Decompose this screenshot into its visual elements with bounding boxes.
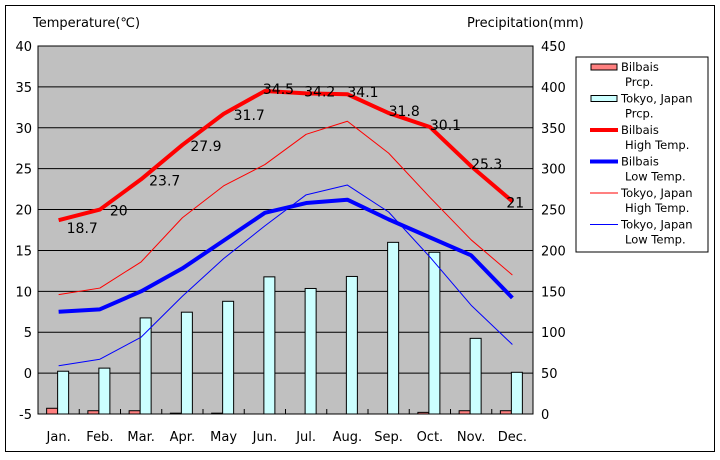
legend-label: High Temp. <box>625 138 689 152</box>
right-tick-label: 450 <box>541 40 566 55</box>
data-label: 18.7 <box>67 221 98 237</box>
data-label: 30.1 <box>430 118 461 134</box>
bar-tokyo-prcp <box>98 367 111 415</box>
x-tick-label: Jan. <box>46 430 71 445</box>
data-label: 27.9 <box>190 139 221 155</box>
right-tick-label: 50 <box>541 367 558 382</box>
left-tick-label: 0 <box>24 367 32 382</box>
line-tokyo-japan-high-temp <box>58 120 513 296</box>
left-tick-label: 5 <box>24 326 32 341</box>
x-tick-label: Sep. <box>374 430 403 445</box>
legend-label: High Temp. <box>625 201 689 215</box>
x-tick-label: Nov. <box>457 430 486 445</box>
x-tick-label: Oct. <box>417 430 444 445</box>
bar-bilbais-prcp <box>128 410 141 415</box>
legend-label: Low Temp. <box>625 233 686 247</box>
bar-tokyo-prcp <box>387 241 400 415</box>
right-tick-label: 250 <box>541 204 566 219</box>
legend-swatch <box>590 95 618 102</box>
x-tick-label: Apr. <box>170 430 195 445</box>
bar-bilbais-prcp <box>458 410 471 415</box>
bar-bilbais-prcp <box>499 410 512 415</box>
line-bilbais-low-temp <box>58 197 514 314</box>
bar-tokyo-prcp <box>469 337 482 415</box>
legend-label: Tokyo, Japan <box>620 92 693 106</box>
bar-tokyo-prcp <box>428 251 441 415</box>
data-label: 34.2 <box>304 84 335 100</box>
data-label: 31.7 <box>234 108 265 124</box>
legend-swatch <box>590 63 618 71</box>
right-tick-label: 100 <box>541 326 566 341</box>
right-tick-label: 0 <box>541 408 549 423</box>
right-tick-label: 350 <box>541 122 566 137</box>
bar-tokyo-prcp <box>139 317 152 415</box>
bar-bilbais-prcp <box>417 411 430 415</box>
left-tick-label: 30 <box>15 122 32 137</box>
right-tick-label: 200 <box>541 244 566 259</box>
bar-bilbais-prcp <box>46 407 59 415</box>
data-label: 25.3 <box>471 157 502 173</box>
x-tick-label: Mar. <box>127 430 154 445</box>
left-tick-label: -5 <box>19 408 32 423</box>
legend-label: Bilbais <box>621 60 659 74</box>
legend-label: Tokyo, Japan <box>620 186 693 200</box>
bar-tokyo-prcp <box>510 371 523 415</box>
bar-tokyo-prcp <box>304 287 317 415</box>
bar-tokyo-prcp <box>345 275 358 415</box>
line-bilbais-high-temp <box>58 88 514 223</box>
left-tick-label: 10 <box>15 285 32 300</box>
legend-label: Bilbais <box>621 123 659 137</box>
data-label: 34.5 <box>263 82 294 98</box>
data-label: 31.8 <box>389 104 420 120</box>
bar-tokyo-prcp <box>180 311 193 415</box>
line-tokyo-japan-low-temp <box>58 184 513 367</box>
legend-label: Low Temp. <box>625 170 686 184</box>
x-tick-label: May <box>210 430 237 445</box>
x-tick-label: Jul. <box>295 430 316 445</box>
bar-tokyo-prcp <box>222 300 235 415</box>
bar-bilbais-prcp <box>169 412 182 415</box>
right-tick-label: 150 <box>541 285 566 300</box>
left-axis-title: Temperature(℃) <box>32 16 140 31</box>
right-tick-label: 400 <box>541 81 566 96</box>
legend-box <box>575 56 709 253</box>
legend-label: Prcp. <box>625 75 654 89</box>
plot-area <box>37 45 534 415</box>
x-tick-label: Feb. <box>86 430 113 445</box>
bar-bilbais-prcp <box>87 410 100 415</box>
x-tick-label: Aug. <box>333 430 363 445</box>
left-tick-label: 40 <box>15 40 32 55</box>
legend-label: Tokyo, Japan <box>620 218 693 232</box>
left-tick-label: 20 <box>15 204 32 219</box>
left-tick-label: 25 <box>15 163 32 178</box>
legend-label: Bilbais <box>621 155 659 169</box>
x-tick-label: Dec. <box>498 430 527 445</box>
legend-label: Prcp. <box>625 107 654 121</box>
data-label: 21 <box>506 195 524 211</box>
x-tick-label: Jun. <box>252 430 277 445</box>
right-axis-title: Precipitation(mm) <box>467 16 584 31</box>
right-tick-label: 300 <box>541 163 566 178</box>
left-tick-label: 15 <box>15 244 32 259</box>
bar-tokyo-prcp <box>263 276 276 415</box>
bar-bilbais-prcp <box>211 412 224 415</box>
left-tick-label: 35 <box>15 81 32 96</box>
data-label: 20 <box>110 204 128 220</box>
data-label: 23.7 <box>149 173 180 189</box>
data-label: 34.1 <box>347 85 378 101</box>
bar-tokyo-prcp <box>57 370 70 415</box>
